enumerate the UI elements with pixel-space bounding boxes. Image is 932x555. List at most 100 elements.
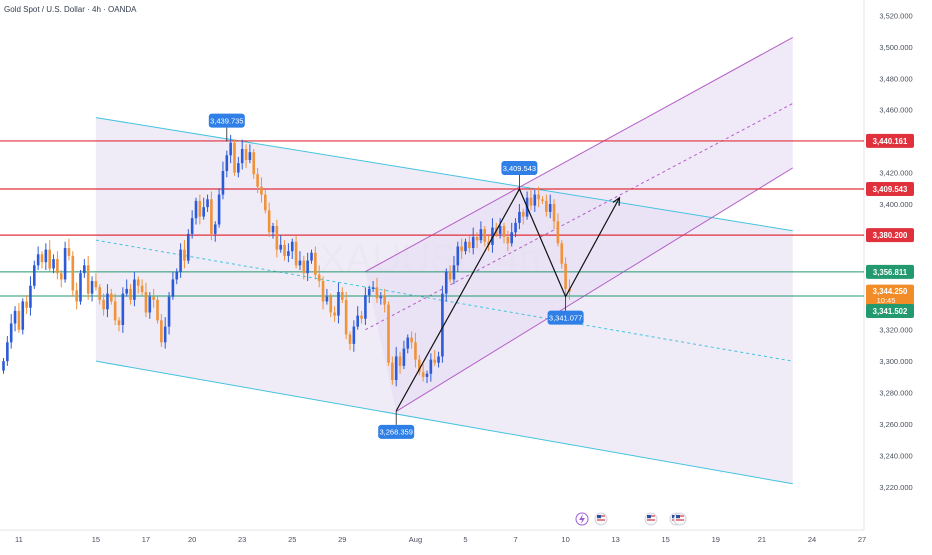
candle-body xyxy=(198,200,202,217)
candle-body xyxy=(86,265,90,294)
candle-body xyxy=(556,221,560,244)
candle-body xyxy=(17,310,21,330)
candle-body xyxy=(371,287,375,289)
candle-body xyxy=(217,194,221,225)
candle-body xyxy=(275,226,279,250)
price-badge-1-label: 3,440.161 xyxy=(873,137,908,146)
candle-body xyxy=(83,265,86,274)
price-callout-label: 3,439.735 xyxy=(210,116,243,125)
candle-body xyxy=(521,211,525,217)
candle-body xyxy=(529,197,533,206)
candle-body xyxy=(79,273,82,302)
price-callout-2 xyxy=(501,161,538,176)
candle-body xyxy=(106,293,109,310)
candle-body xyxy=(548,204,552,212)
price-axis-tick: 3,260.000 xyxy=(879,420,912,429)
candle-body xyxy=(179,249,182,272)
candle-body xyxy=(402,348,406,366)
current-price-label: 3,344.250 xyxy=(873,287,908,296)
candle-body xyxy=(190,218,194,234)
candle-body xyxy=(437,356,440,363)
candle-body xyxy=(233,142,236,173)
candle-body xyxy=(541,199,544,201)
price-badge-2-label: 3,409.543 xyxy=(873,185,908,194)
candle-body xyxy=(167,296,171,327)
candle-body xyxy=(364,295,367,319)
candle-body xyxy=(506,237,510,244)
price-axis-tick: 3,320.000 xyxy=(879,326,912,335)
time-axis-tick: 24 xyxy=(808,535,816,544)
candle-body xyxy=(294,241,298,266)
price-callout-4 xyxy=(547,310,584,325)
candle-body xyxy=(148,296,152,313)
candle-body xyxy=(21,301,25,330)
price-badge-4 xyxy=(866,264,914,279)
candle-body xyxy=(337,292,340,316)
candle-body xyxy=(329,296,333,313)
ascending-channel-upper-line xyxy=(365,37,793,273)
candle-body xyxy=(44,249,48,263)
time-axis-tick: 10 xyxy=(561,535,569,544)
candle-body xyxy=(564,263,567,289)
candle-body xyxy=(140,285,144,293)
time-axis-tick: 17 xyxy=(142,535,150,544)
price-axis-tick: 3,220.000 xyxy=(879,483,912,492)
candle-body xyxy=(410,337,413,343)
price-callout-label: 3,268.359 xyxy=(380,428,413,437)
candle-body xyxy=(306,260,309,274)
time-axis-tick: 13 xyxy=(611,535,619,544)
candle-body xyxy=(498,226,502,234)
candle-body xyxy=(460,246,463,252)
projection-arrowhead xyxy=(612,196,621,206)
price-badge-1 xyxy=(866,133,914,148)
candle-body xyxy=(471,237,475,249)
candle-body xyxy=(225,155,229,172)
candle-body xyxy=(117,320,121,326)
candle-body xyxy=(59,273,63,280)
price-axis-tick: 3,460.000 xyxy=(879,106,912,115)
descending-channel-upper-line xyxy=(95,117,793,232)
candle-body xyxy=(433,359,436,363)
ascending-channel-lower-line xyxy=(395,167,794,412)
candle-body xyxy=(237,163,240,173)
us-flag-event-icon[interactable] xyxy=(594,512,608,526)
candle-body xyxy=(418,359,421,373)
candle-body xyxy=(90,281,94,294)
candle-body xyxy=(491,227,494,245)
us-flag-event-icon[interactable] xyxy=(673,512,687,526)
candle-body xyxy=(356,315,359,327)
descending-channel-middle-line xyxy=(95,239,793,362)
candle-body xyxy=(36,254,40,266)
descending-channel-lower-line xyxy=(95,360,793,485)
candle-body xyxy=(213,224,217,234)
time-axis-tick: 15 xyxy=(92,535,100,544)
candle-body xyxy=(13,310,17,324)
time-axis-tick: 29 xyxy=(338,535,346,544)
candle-body xyxy=(387,304,390,363)
lightning-event-icon[interactable] xyxy=(575,512,589,526)
time-axis-tick: 19 xyxy=(712,535,720,544)
time-axis-tick: Aug xyxy=(409,535,422,544)
candle-body xyxy=(206,199,209,208)
candle-body xyxy=(302,260,306,274)
candle-body xyxy=(67,248,71,256)
candle-body xyxy=(94,281,98,288)
candle-body xyxy=(2,361,5,371)
candle-body xyxy=(160,320,163,343)
price-callout-label: 3,409.543 xyxy=(503,164,536,173)
candle-body xyxy=(425,373,429,377)
candle-body xyxy=(314,252,317,275)
candle-body xyxy=(317,274,321,282)
candle-body xyxy=(414,342,417,360)
candle-body xyxy=(210,199,213,234)
candle-body xyxy=(394,356,398,381)
candle-body xyxy=(514,222,517,233)
candle-body xyxy=(310,252,313,261)
candle-body xyxy=(483,229,487,242)
candle-body xyxy=(429,359,433,374)
us-flag-event-icon[interactable] xyxy=(644,512,658,526)
candle-body xyxy=(152,296,155,300)
price-badge-3 xyxy=(866,228,914,243)
